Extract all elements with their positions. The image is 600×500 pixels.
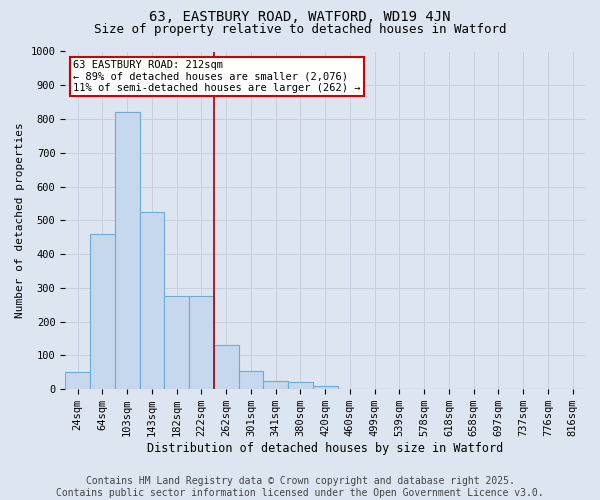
Bar [214, 346, 239, 389]
Bar [115, 112, 140, 389]
Bar [90, 234, 115, 389]
Bar [65, 372, 90, 389]
Bar [164, 296, 189, 389]
Bar [288, 382, 313, 389]
Bar [239, 370, 263, 389]
Bar [263, 381, 288, 389]
Text: 63 EASTBURY ROAD: 212sqm
← 89% of detached houses are smaller (2,076)
11% of sem: 63 EASTBURY ROAD: 212sqm ← 89% of detach… [73, 60, 361, 93]
Text: Contains HM Land Registry data © Crown copyright and database right 2025.
Contai: Contains HM Land Registry data © Crown c… [56, 476, 544, 498]
Text: 63, EASTBURY ROAD, WATFORD, WD19 4JN: 63, EASTBURY ROAD, WATFORD, WD19 4JN [149, 10, 451, 24]
Text: Size of property relative to detached houses in Watford: Size of property relative to detached ho… [94, 22, 506, 36]
Y-axis label: Number of detached properties: Number of detached properties [15, 122, 25, 318]
Bar [313, 386, 338, 389]
Bar [189, 296, 214, 389]
Bar [140, 212, 164, 389]
X-axis label: Distribution of detached houses by size in Watford: Distribution of detached houses by size … [147, 442, 503, 455]
